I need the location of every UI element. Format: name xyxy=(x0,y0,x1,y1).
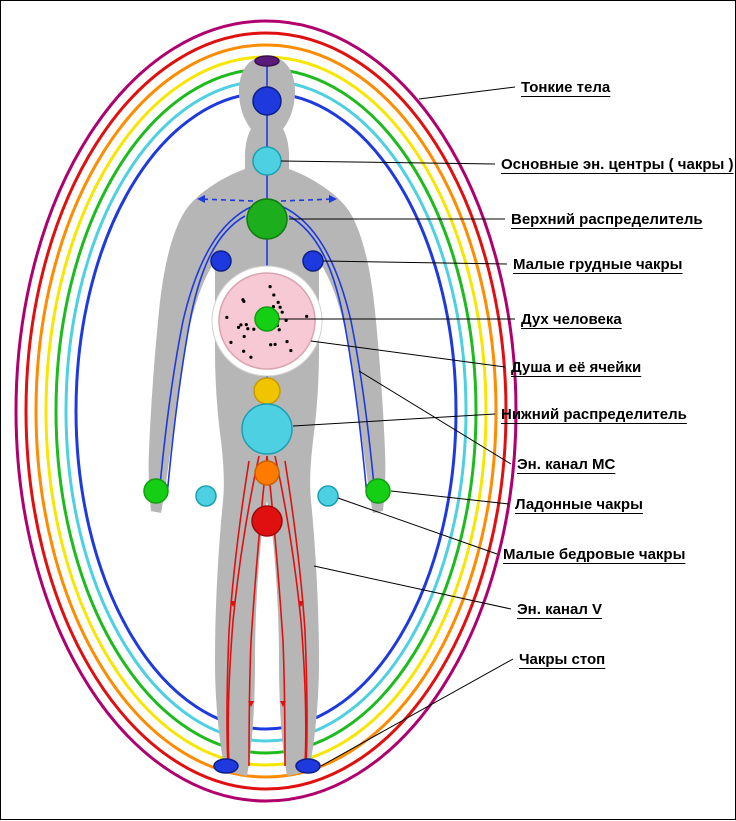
leader-line-v-channel xyxy=(314,566,511,609)
leader-line-subtle-bodies xyxy=(419,87,515,99)
chakra-hip-left xyxy=(196,486,216,506)
chakra-hip-right xyxy=(318,486,338,506)
chakra-spirit-green xyxy=(255,307,279,331)
soul-cell-dot xyxy=(279,306,282,309)
chakra-crown-disc xyxy=(255,56,279,66)
soul-cell-dot xyxy=(289,349,292,352)
soul-cell-dot xyxy=(249,356,252,359)
chakra-foot-left xyxy=(214,759,238,773)
chakra-orange xyxy=(255,461,279,485)
label-main-chakras: Основные эн. центры ( чакры ) xyxy=(501,156,733,173)
leader-line-soul-cells xyxy=(311,341,505,367)
chakra-lower-dist xyxy=(242,404,292,454)
soul-cell-dot xyxy=(278,328,281,331)
label-hip: Малые бедровые чакры xyxy=(503,546,685,563)
soul-cell-dot xyxy=(239,323,242,326)
soul-cell-dot xyxy=(243,335,246,338)
soul-cell-dot xyxy=(272,293,275,296)
leader-line-main-chakras xyxy=(281,161,495,164)
soul-cell-dot xyxy=(285,340,288,343)
diagram-stage: Тонкие тела Основные эн. центры ( чакры )… xyxy=(0,0,736,820)
chakra-foot-right xyxy=(296,759,320,773)
soul-cell-dot xyxy=(229,341,232,344)
soul-cell-dot xyxy=(242,350,245,353)
label-feet: Чакры стоп xyxy=(519,651,605,668)
chakra-head xyxy=(253,87,281,115)
label-upper-dist: Верхний распределитель xyxy=(511,211,703,228)
label-small-chest: Малые грудные чакры xyxy=(513,256,682,273)
soul-cell-dot xyxy=(225,316,228,319)
label-spirit: Дух человека xyxy=(521,311,622,328)
chakra-chest-right xyxy=(303,251,323,271)
label-v-channel: Эн. канал V xyxy=(517,601,602,618)
soul-cell-dot xyxy=(245,323,248,326)
chakra-chest-left xyxy=(211,251,231,271)
soul-cell-dot xyxy=(269,343,272,346)
label-mc-channel: Эн. канал MC xyxy=(517,456,615,473)
soul-cell-dot xyxy=(237,326,240,329)
chakra-throat xyxy=(253,147,281,175)
soul-cell-dot xyxy=(305,315,308,318)
soul-cell-dot xyxy=(273,343,276,346)
chakra-red xyxy=(252,506,282,536)
label-lower-dist: Нижний распределитель xyxy=(501,406,687,423)
chakra-palm-left xyxy=(144,479,168,503)
label-palm: Ладонные чакры xyxy=(515,496,643,513)
soul-cell-dot xyxy=(252,328,255,331)
soul-cell-dot xyxy=(281,311,284,314)
label-subtle-bodies: Тонкие тела xyxy=(521,79,610,96)
soul-cell-dot xyxy=(246,327,249,330)
chakra-palm-right xyxy=(366,479,390,503)
chakra-gold xyxy=(254,378,280,404)
soul-cell-dot xyxy=(277,301,280,304)
soul-cell-dot xyxy=(269,285,272,288)
label-soul-cells: Душа и её ячейки xyxy=(511,359,641,376)
chakra-upper-dist xyxy=(247,199,287,239)
soul-cell-dot xyxy=(242,300,245,303)
